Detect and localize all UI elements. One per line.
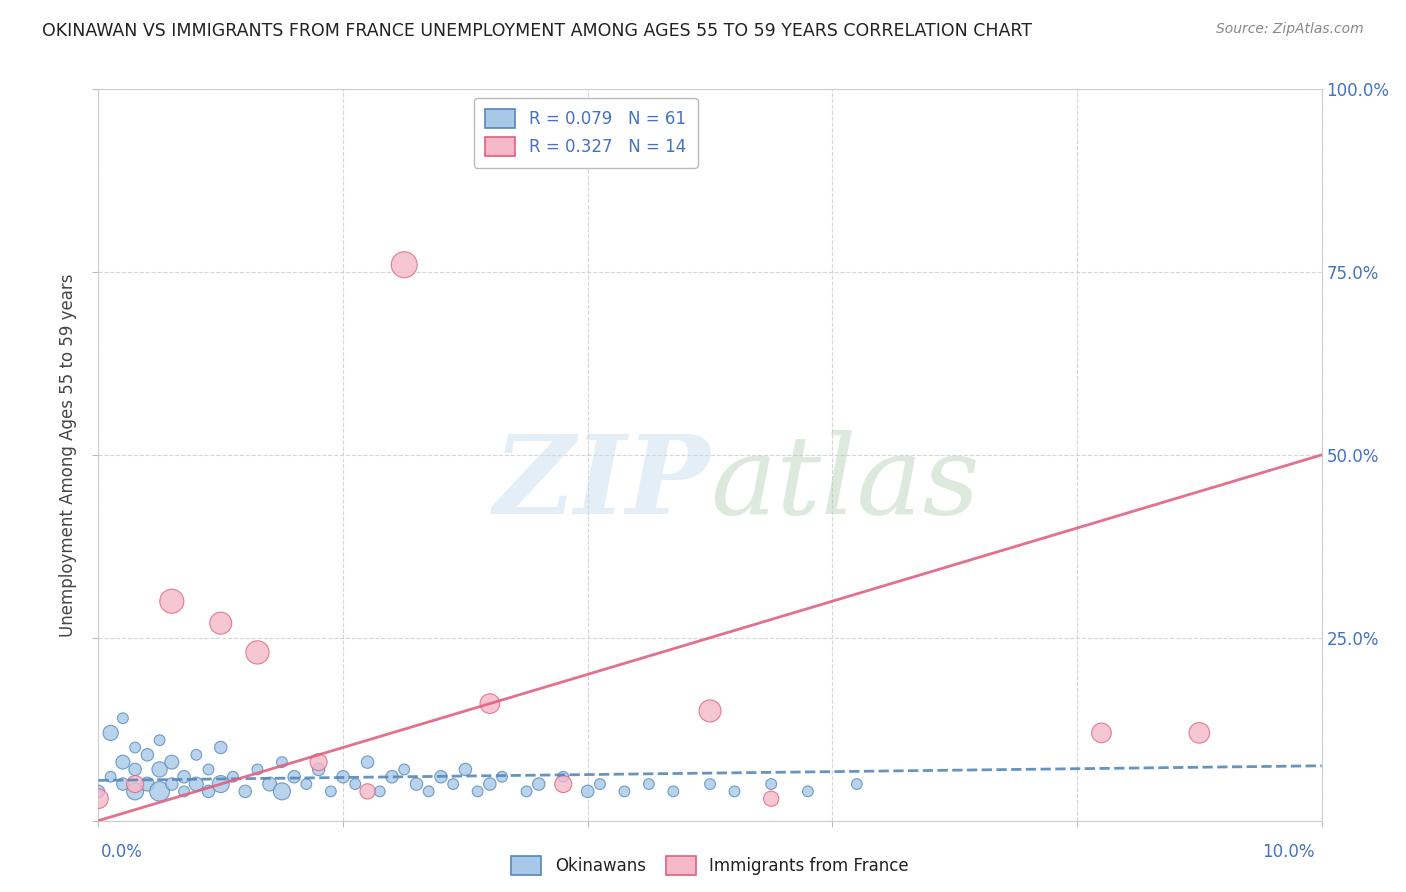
Point <box>209 616 232 631</box>
Point <box>186 777 208 791</box>
Point <box>173 784 195 798</box>
Point <box>613 784 636 798</box>
Point <box>209 740 232 755</box>
Point <box>845 777 868 791</box>
Point <box>368 784 391 798</box>
Point <box>87 791 110 805</box>
Point <box>430 770 453 784</box>
Point <box>111 777 134 791</box>
Point <box>246 645 269 659</box>
Point <box>759 791 782 805</box>
Point <box>100 726 122 740</box>
Point <box>478 777 501 791</box>
Point <box>576 784 599 798</box>
Point <box>173 770 195 784</box>
Point <box>149 784 172 798</box>
Point <box>124 763 146 777</box>
Point <box>209 777 232 791</box>
Point <box>87 784 110 798</box>
Point <box>381 770 404 784</box>
Text: ZIP: ZIP <box>494 431 710 538</box>
Point <box>699 704 721 718</box>
Text: 0.0%: 0.0% <box>101 843 143 861</box>
Text: 10.0%: 10.0% <box>1263 843 1315 861</box>
Text: atlas: atlas <box>710 431 980 538</box>
Point <box>111 711 134 725</box>
Point <box>637 777 661 791</box>
Point <box>405 777 427 791</box>
Point <box>259 777 281 791</box>
Point <box>356 755 378 769</box>
Point <box>124 740 146 755</box>
Point <box>270 784 292 798</box>
Point <box>723 784 745 798</box>
Point <box>467 784 489 798</box>
Point <box>1090 726 1112 740</box>
Y-axis label: Unemployment Among Ages 55 to 59 years: Unemployment Among Ages 55 to 59 years <box>59 273 77 637</box>
Point <box>111 755 134 769</box>
Point <box>233 784 256 798</box>
Point <box>246 763 269 777</box>
Point <box>160 594 183 608</box>
Point <box>319 784 342 798</box>
Point <box>222 770 245 784</box>
Point <box>589 777 612 791</box>
Point <box>160 777 183 791</box>
Point <box>149 733 172 747</box>
Point <box>186 747 208 762</box>
Text: Source: ZipAtlas.com: Source: ZipAtlas.com <box>1216 22 1364 37</box>
Point <box>308 755 330 769</box>
Point <box>441 777 464 791</box>
Point <box>759 777 782 791</box>
Point <box>136 747 159 762</box>
Point <box>454 763 477 777</box>
Point <box>491 770 513 784</box>
Point <box>197 763 219 777</box>
Legend: Okinawans, Immigrants from France: Okinawans, Immigrants from France <box>505 849 915 882</box>
Point <box>100 770 122 784</box>
Point <box>797 784 820 798</box>
Point <box>478 697 501 711</box>
Point <box>136 777 159 791</box>
Point <box>699 777 721 791</box>
Point <box>124 777 146 791</box>
Point <box>149 763 172 777</box>
Point <box>332 770 354 784</box>
Point <box>1188 726 1211 740</box>
Text: OKINAWAN VS IMMIGRANTS FROM FRANCE UNEMPLOYMENT AMONG AGES 55 TO 59 YEARS CORREL: OKINAWAN VS IMMIGRANTS FROM FRANCE UNEMP… <box>42 22 1032 40</box>
Point <box>418 784 440 798</box>
Point <box>270 755 292 769</box>
Point <box>392 258 416 272</box>
Point <box>283 770 305 784</box>
Point <box>295 777 318 791</box>
Point <box>553 770 575 784</box>
Point <box>160 755 183 769</box>
Point <box>308 763 330 777</box>
Point <box>197 784 219 798</box>
Point <box>662 784 685 798</box>
Point <box>553 777 575 791</box>
Point <box>516 784 538 798</box>
Point <box>344 777 367 791</box>
Point <box>356 784 378 798</box>
Point <box>527 777 550 791</box>
Point <box>392 763 416 777</box>
Point <box>124 784 146 798</box>
